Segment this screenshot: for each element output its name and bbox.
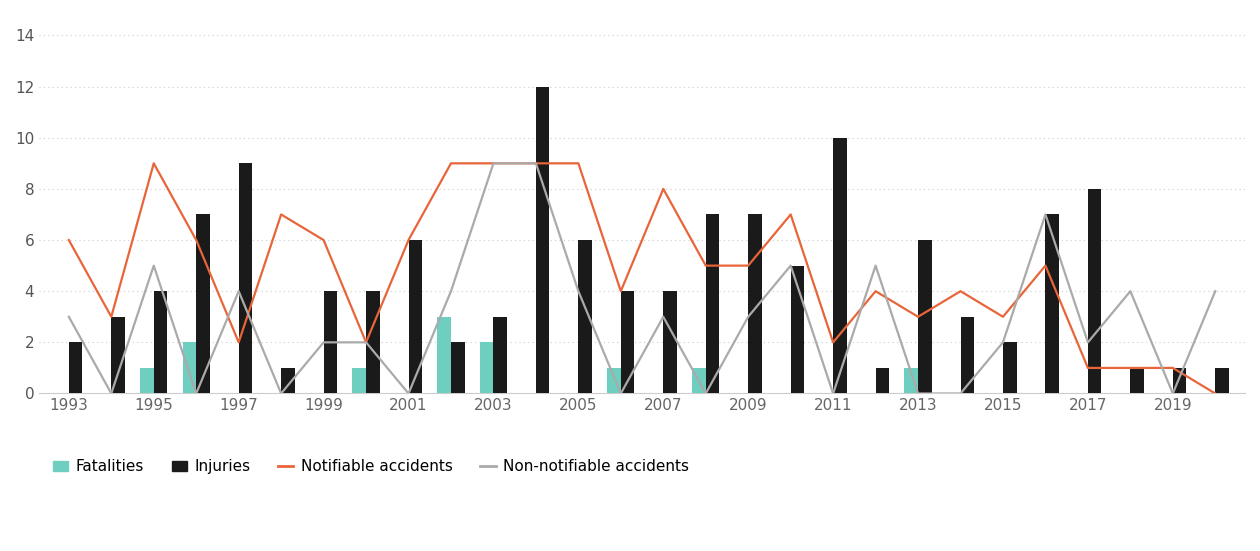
Bar (1087, 189, 1101, 393)
Bar (1130, 368, 1144, 393)
Bar (367, 291, 379, 393)
Bar (154, 291, 168, 393)
Bar (238, 163, 252, 393)
Bar (437, 317, 451, 393)
Bar (748, 214, 762, 393)
Bar (281, 368, 295, 393)
Bar (692, 368, 706, 393)
Bar (451, 342, 465, 393)
Bar (833, 138, 847, 393)
Bar (960, 317, 974, 393)
Bar (480, 342, 494, 393)
Bar (607, 368, 621, 393)
Bar (140, 368, 154, 393)
Bar (1173, 368, 1187, 393)
Legend: Fatalities, Injuries, Notifiable accidents, Non-notifiable accidents: Fatalities, Injuries, Notifiable acciden… (47, 453, 696, 480)
Bar (1216, 368, 1228, 393)
Bar (663, 291, 677, 393)
Bar (621, 291, 635, 393)
Bar (408, 240, 422, 393)
Bar (1003, 342, 1017, 393)
Bar (69, 342, 82, 393)
Bar (494, 317, 507, 393)
Bar (791, 266, 804, 393)
Bar (905, 368, 919, 393)
Bar (353, 368, 367, 393)
Bar (324, 291, 338, 393)
Bar (536, 87, 549, 393)
Bar (1046, 214, 1058, 393)
Bar (111, 317, 125, 393)
Bar (706, 214, 719, 393)
Bar (183, 342, 197, 393)
Bar (876, 368, 890, 393)
Bar (197, 214, 210, 393)
Bar (919, 240, 931, 393)
Bar (578, 240, 592, 393)
